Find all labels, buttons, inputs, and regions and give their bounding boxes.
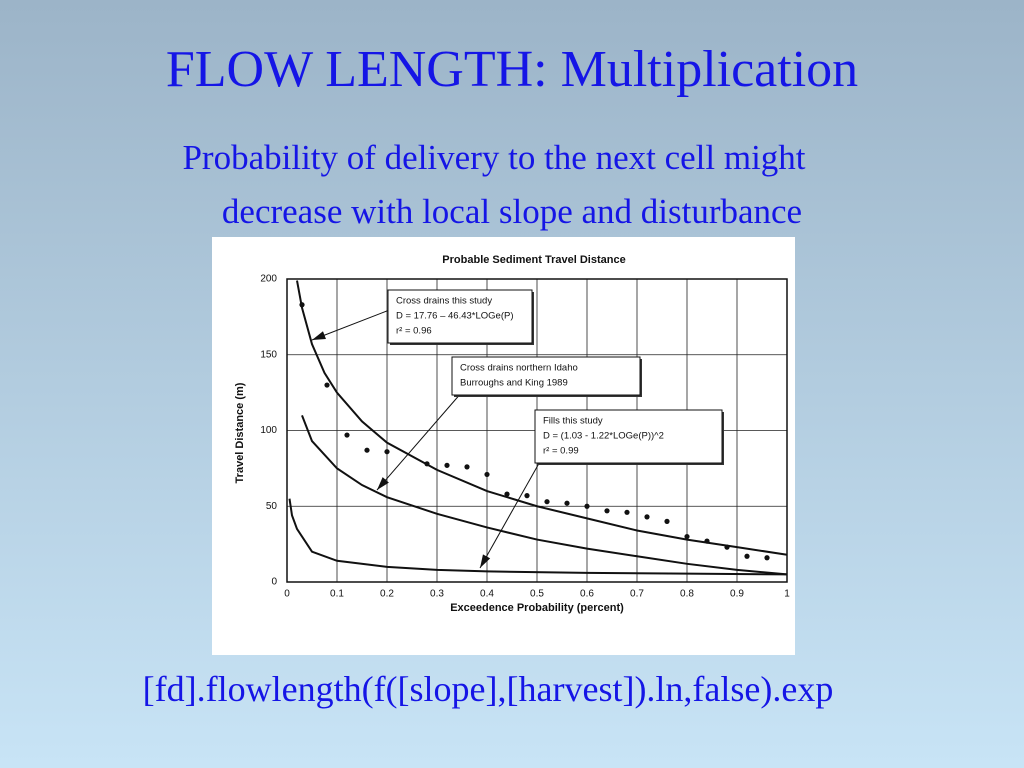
x-tick-label: 0.2 <box>380 589 394 600</box>
data-point <box>344 432 350 438</box>
x-tick-label: 0.6 <box>580 589 594 600</box>
data-point <box>684 533 690 540</box>
annotation-text: Cross drains this study <box>396 296 492 307</box>
arrow-head <box>480 554 491 568</box>
data-point <box>584 503 590 509</box>
plot-frame <box>286 278 788 583</box>
annotation-arrow <box>479 457 543 569</box>
annotation-text: Cross drains northern Idaho <box>460 363 578 374</box>
curve <box>288 498 788 576</box>
slide-title: FLOW LENGTH: Multiplication <box>165 41 859 98</box>
data-point <box>299 302 305 308</box>
data-point <box>564 500 570 506</box>
data-point <box>744 553 750 559</box>
data-point <box>664 518 670 524</box>
data-point <box>464 464 470 470</box>
annotation-box <box>451 356 641 396</box>
data-point <box>524 493 530 499</box>
x-tick-label: 0.8 <box>680 589 694 600</box>
y-tick-label: 0 <box>271 577 277 588</box>
data-point <box>624 509 630 515</box>
x-tick-label: 1 <box>784 589 790 600</box>
chart: Probable Sediment Travel Distance Exceed… <box>212 237 795 655</box>
x-tick-label: 0.3 <box>430 589 444 600</box>
data-point <box>424 461 430 467</box>
annotation-text: Burroughs and King 1989 <box>460 378 568 389</box>
annotation-arrow <box>311 308 393 341</box>
y-tick-label: 150 <box>260 349 277 360</box>
data-point <box>444 462 450 468</box>
annotation-box <box>534 409 723 464</box>
annotation-text: Fills this study <box>543 416 603 427</box>
curve <box>301 414 788 576</box>
x-tick-label: 0.7 <box>630 589 644 600</box>
arrow-head <box>377 477 389 490</box>
annotation-text: D = 17.76 – 46.43*LOGe(P) <box>396 311 514 322</box>
x-tick-label: 0.1 <box>330 589 344 600</box>
data-point <box>484 471 490 478</box>
y-tick-label: 100 <box>260 425 277 436</box>
subtitle-line: Probability of delivery to the next cell… <box>182 138 806 177</box>
annotation-text: r² = 0.99 <box>543 446 579 457</box>
annotation-text: r² = 0.96 <box>396 326 432 337</box>
data-point <box>604 508 610 514</box>
chart-title: Probable Sediment Travel Distance <box>442 254 625 266</box>
data-point <box>364 447 370 453</box>
y-tick-label: 50 <box>266 501 278 512</box>
data-point <box>324 382 330 388</box>
x-axis-label: Exceedence Probability (percent) <box>450 602 624 614</box>
x-tick-label: 0.4 <box>480 589 494 600</box>
arrow-head <box>312 331 326 340</box>
y-axis-label: Travel Distance (m) <box>234 382 246 483</box>
footer-code: [fd].flowlength(f([slope],[harvest]).ln,… <box>142 669 834 709</box>
subtitle-line: decrease with local slope and disturbanc… <box>221 192 803 231</box>
annotation-arrow <box>376 391 463 491</box>
data-point <box>724 544 730 550</box>
data-point <box>644 514 650 520</box>
data-point <box>384 449 390 455</box>
data-point <box>764 555 770 561</box>
x-tick-label: 0.9 <box>730 589 744 600</box>
x-tick-label: 0 <box>284 589 290 600</box>
curve <box>296 280 788 556</box>
annotation-text: D = (1.03 - 1.22*LOGe(P))^2 <box>543 431 664 442</box>
y-tick-label: 200 <box>260 274 277 285</box>
data-point <box>544 499 550 505</box>
data-point <box>704 538 710 544</box>
annotation-box <box>387 289 533 344</box>
data-point <box>504 491 510 497</box>
x-tick-label: 0.5 <box>530 589 544 600</box>
